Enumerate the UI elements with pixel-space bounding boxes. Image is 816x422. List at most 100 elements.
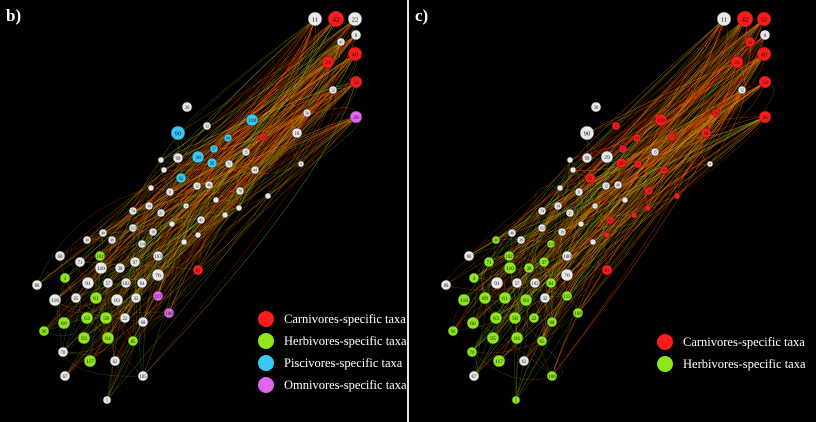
network-edge: [523, 18, 765, 362]
network-edge: [63, 151, 247, 324]
network-edge: [452, 18, 725, 332]
legend-swatch-omnivore: [258, 377, 274, 393]
network-edge: [473, 169, 574, 377]
network-edge: [504, 89, 743, 299]
node-label: 38: [527, 267, 532, 272]
node-label: 42: [332, 15, 340, 24]
network-node: 95: [70, 292, 82, 304]
network-edge: [569, 159, 583, 225]
node-label: 20: [210, 162, 215, 167]
node-label: 56: [714, 111, 718, 115]
network-node: 12: [601, 181, 611, 191]
node-circle: [136, 277, 148, 289]
node-label: 41: [748, 41, 753, 46]
network-edge: [215, 18, 316, 201]
network-node: [556, 184, 564, 192]
node-circle: [581, 152, 593, 164]
network-edge: [125, 116, 357, 284]
network-edge: [473, 239, 522, 279]
network-edge: [150, 61, 329, 189]
network-node: 68: [137, 316, 149, 328]
network-edge: [142, 255, 159, 377]
node-circle: [258, 132, 268, 142]
network-edge: [498, 89, 743, 362]
network-node: 12: [737, 85, 747, 95]
network-node: 58: [508, 311, 522, 325]
network-edge: [566, 148, 624, 257]
network-node: 99: [581, 152, 593, 164]
node-circle: [590, 101, 602, 113]
node-label: 26: [353, 115, 359, 121]
node-circle: [566, 156, 574, 164]
network-edge: [463, 136, 673, 301]
node-circle: [600, 150, 614, 164]
network-node: 21: [565, 208, 575, 218]
node-circle: [498, 291, 512, 305]
node-label: 22: [532, 317, 537, 322]
node-circle: [54, 250, 66, 262]
network-edge: [559, 187, 608, 271]
node-circle: [529, 277, 541, 289]
network-edge: [514, 191, 580, 319]
node-label: 40: [510, 231, 514, 235]
network-node: 38: [523, 262, 535, 274]
node-circle: [147, 184, 155, 192]
network-edge: [106, 187, 152, 401]
legend-swatch-carnivore: [657, 334, 673, 350]
network-edge: [86, 207, 240, 241]
network-edge: [566, 207, 649, 276]
node-label: 62: [113, 360, 118, 365]
network-edge: [606, 81, 766, 236]
network-node: 1: [591, 202, 599, 210]
node-label: 96: [451, 330, 456, 335]
network-node: 76: [560, 268, 574, 282]
network-node: 71: [224, 159, 234, 169]
network-edge: [515, 169, 665, 401]
network-edge: [541, 169, 665, 342]
node-label: 106: [165, 312, 173, 317]
network-node: 110: [94, 261, 108, 275]
node-circle: [503, 261, 517, 275]
network-node: 76: [151, 268, 165, 282]
network-edge: [142, 205, 187, 377]
node-label: 113: [548, 242, 554, 246]
node-label: 66: [61, 321, 67, 327]
network-node: 45: [605, 215, 615, 225]
network-node: 32: [130, 292, 142, 304]
node-label: 81: [196, 269, 201, 274]
network-node: 102: [120, 277, 132, 289]
network-edge: [533, 137, 638, 319]
node-label: 63: [493, 316, 499, 322]
node-circle: [537, 223, 547, 233]
node-label: 91: [494, 281, 500, 287]
legend-label: Herbivores-specific taxa: [683, 356, 806, 371]
node-label: 30: [85, 238, 89, 242]
network-edge: [107, 116, 357, 284]
node-circle: [601, 264, 613, 276]
node-circle: [223, 133, 233, 143]
node-label: 90: [584, 130, 591, 137]
network-edge: [86, 18, 316, 319]
node-label: 22: [352, 16, 359, 23]
network-node: 89: [478, 291, 492, 305]
node-label: 38: [195, 155, 201, 161]
node-circle: [561, 250, 573, 262]
network-edge: [107, 18, 337, 284]
network-edge: [592, 18, 765, 243]
network-node: 57: [102, 277, 114, 289]
legend-label: Omnivores-specific taxa: [284, 377, 407, 392]
network-edge: [134, 148, 215, 263]
network-edge: [100, 18, 356, 269]
network-node: [577, 220, 585, 228]
network-node: 13: [258, 132, 268, 142]
node-label: 9: [300, 162, 302, 166]
network-edge: [160, 41, 342, 161]
network-node: 9: [297, 160, 305, 168]
network-edge: [125, 81, 357, 284]
network-node: 61: [89, 291, 103, 305]
network-edge: [114, 53, 356, 362]
node-label: 81: [605, 269, 610, 274]
node-circle: [157, 156, 165, 164]
network-node: 56: [302, 108, 312, 118]
